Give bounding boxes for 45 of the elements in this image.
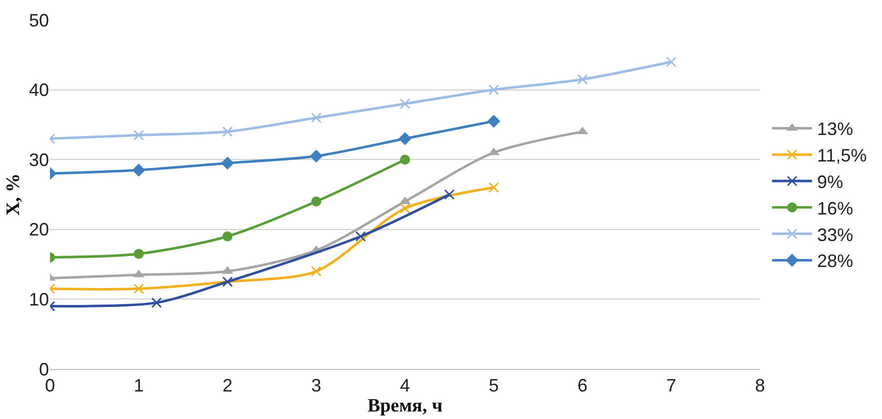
x-tick-label: 3 xyxy=(311,376,322,396)
point xyxy=(134,248,144,259)
legend-label: 11,5% xyxy=(817,146,867,166)
point xyxy=(488,182,499,193)
x-tick-label: 8 xyxy=(754,376,766,396)
point xyxy=(400,98,410,110)
point xyxy=(311,196,322,206)
x-tick-label: 2 xyxy=(222,376,233,396)
y-tick-label: 20 xyxy=(28,220,49,240)
point xyxy=(222,231,232,242)
x-axis-title: Время, ч xyxy=(367,396,443,417)
point xyxy=(134,283,144,294)
point xyxy=(400,154,410,165)
x-tick-label: 6 xyxy=(577,376,588,396)
x-tick-label: 1 xyxy=(134,376,144,396)
legend-label: 33% xyxy=(817,224,854,245)
point xyxy=(222,126,233,137)
legend-label: 16% xyxy=(817,198,854,218)
legend-label: 13% xyxy=(817,119,854,140)
point xyxy=(311,112,322,123)
point xyxy=(487,114,500,128)
point xyxy=(355,231,366,242)
point xyxy=(577,74,588,85)
point xyxy=(151,297,162,308)
y-tick-label: 0 xyxy=(38,359,49,380)
point xyxy=(310,150,323,163)
point xyxy=(311,266,322,277)
x-tick-label: 4 xyxy=(400,376,410,396)
point xyxy=(221,156,234,170)
y-tick-label: 10 xyxy=(28,290,49,310)
y-tick-label: 40 xyxy=(28,80,49,100)
y-tick-label: 30 xyxy=(28,150,49,170)
point xyxy=(488,84,499,96)
point xyxy=(666,56,676,68)
x-tick-label: 7 xyxy=(666,376,676,396)
y-axis-title: X, % xyxy=(2,173,24,216)
y-tick-label: 50 xyxy=(28,10,49,30)
point xyxy=(444,189,455,200)
point xyxy=(398,132,412,146)
point xyxy=(400,203,410,214)
legend-label: 28% xyxy=(817,251,854,272)
x-tick-label: 5 xyxy=(488,376,499,396)
point xyxy=(132,164,146,177)
point xyxy=(134,130,144,140)
legend-label: 9% xyxy=(817,172,844,192)
